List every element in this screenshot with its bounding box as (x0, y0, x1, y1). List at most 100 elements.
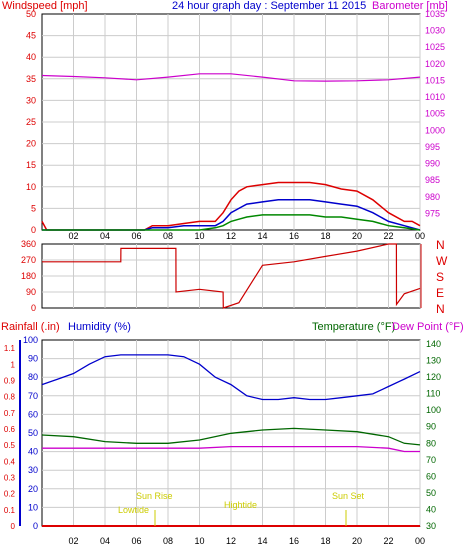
rain-tick-label: 0 (11, 522, 16, 531)
rain-tick-label: 0.3 (4, 473, 16, 482)
x-tick-label: 04 (100, 536, 110, 546)
sunrise-label: Sun Rise (136, 491, 173, 501)
barometer-tick-label: 980 (425, 192, 440, 202)
x-tick-label: 10 (194, 536, 204, 546)
x-tick-label: 16 (289, 231, 299, 241)
x-tick-label: 12 (226, 231, 236, 241)
humidity-tick-label: 80 (28, 372, 38, 382)
series-gust_blue (42, 199, 421, 231)
x-tick-label: 20 (352, 536, 362, 546)
chart-title: 24 hour graph day : September 11 2015 (172, 0, 366, 12)
wind-tick-label: 50 (26, 9, 36, 19)
series-barometer (41, 73, 421, 82)
direction-tick-label: 180 (21, 271, 36, 281)
wind-tick-label: 10 (26, 182, 36, 192)
series-layer (41, 73, 421, 527)
wind-tick-label: 40 (26, 52, 36, 62)
wind-tick-label: 15 (26, 160, 36, 170)
rain-tick-label: 1.1 (4, 344, 16, 353)
x-tick-label: 08 (163, 536, 173, 546)
wind-tick-label: 20 (26, 139, 36, 149)
series-humidity (41, 354, 421, 401)
x-tick-label: 20 (352, 231, 362, 241)
wind-tick-label: 0 (31, 225, 36, 235)
direction-tick-label: 0 (31, 303, 36, 313)
wind-tick-label: 5 (31, 203, 36, 213)
rain-tick-label: 0.9 (4, 376, 16, 385)
barometer-tick-label: 1030 (425, 26, 445, 36)
x-tick-label: 06 (131, 231, 141, 241)
humidity-tick-label: 10 (28, 502, 38, 512)
x-tick-label: 02 (68, 231, 78, 241)
rain-tick-label: 0.7 (4, 409, 16, 418)
humidity-tick-label: 90 (28, 354, 38, 364)
temperature-tick-label: 110 (426, 389, 440, 399)
rain-tick-label: 0.5 (4, 441, 16, 450)
x-tick-label: 18 (320, 231, 330, 241)
barometer-axis-title: Barometer [mb] (372, 0, 448, 12)
temperature-tick-label: 30 (426, 521, 436, 531)
x-tick-label: 18 (320, 536, 330, 546)
x-tick-label: 22 (383, 231, 393, 241)
temperature-tick-label: 90 (426, 422, 436, 432)
barometer-tick-label: 1010 (425, 92, 445, 102)
rain-tick-label: 0.1 (4, 506, 16, 515)
lowtide-label: Lowtide (118, 505, 149, 515)
temperature-tick-label: 50 (426, 488, 436, 498)
rain-tick-label: 1 (11, 360, 16, 369)
temperature-tick-label: 60 (426, 471, 436, 481)
humidity-tick-label: 30 (28, 465, 38, 475)
barometer-tick-label: 1000 (425, 125, 445, 135)
temperature-tick-label: 40 (426, 504, 436, 514)
x-tick-label: 00 (415, 536, 425, 546)
temperature-tick-label: 140 (426, 339, 441, 349)
humidity-tick-label: 20 (28, 484, 38, 494)
temperature-axis-title: Temperature (°F) (312, 321, 395, 333)
series-temperature (41, 427, 421, 446)
barometer-tick-label: 985 (425, 175, 440, 185)
compass-label: S (436, 270, 444, 284)
barometer-tick-label: 990 (425, 159, 440, 169)
barometer-tick-label: 1005 (425, 109, 445, 119)
x-tick-label: 10 (194, 231, 204, 241)
humidity-tick-label: 60 (28, 409, 38, 419)
sunset-label: Sun Set (332, 491, 365, 501)
barometer-tick-label: 995 (425, 142, 440, 152)
wind-tick-label: 45 (26, 31, 36, 41)
series-direction (42, 243, 421, 309)
x-tick-label: 04 (100, 231, 110, 241)
rainfall-axis-title: Rainfall (.in) (1, 321, 60, 333)
temperature-tick-label: 120 (426, 372, 441, 382)
compass-label: N (436, 238, 445, 252)
x-tick-label: 06 (131, 536, 141, 546)
x-tick-label: 08 (163, 231, 173, 241)
temperature-tick-label: 130 (426, 356, 441, 366)
x-tick-label: 00 (415, 231, 425, 241)
x-tick-label: 12 (226, 536, 236, 546)
rain-tick-label: 0.6 (4, 425, 16, 434)
temperature-tick-label: 70 (426, 455, 436, 465)
tick-layer: 0510152025303540455097598098599099510001… (4, 9, 448, 546)
humidity-tick-label: 40 (28, 447, 38, 457)
series-dewpoint (42, 445, 420, 453)
direction-tick-label: 90 (26, 287, 36, 297)
series-gust_green (42, 214, 421, 231)
barometer-tick-label: 1020 (425, 59, 445, 69)
dewpoint-axis-title: Dew Point (°F) (392, 321, 464, 333)
wind-tick-label: 35 (26, 74, 36, 84)
x-tick-label: 14 (257, 536, 267, 546)
x-tick-label: 22 (383, 536, 393, 546)
humidity-tick-label: 0 (33, 521, 38, 531)
x-tick-label: 16 (289, 536, 299, 546)
rain-tick-label: 0.4 (4, 457, 16, 466)
compass-label: N (436, 302, 445, 316)
barometer-tick-label: 975 (425, 208, 440, 218)
compass-label: W (436, 254, 448, 268)
humidity-tick-label: 50 (28, 428, 38, 438)
wind-tick-label: 30 (26, 95, 36, 105)
windspeed-axis-title: Windspeed [mph] (2, 0, 88, 12)
x-tick-label: 14 (257, 231, 267, 241)
wind-tick-label: 25 (26, 117, 36, 127)
x-tick-label: 02 (68, 536, 78, 546)
